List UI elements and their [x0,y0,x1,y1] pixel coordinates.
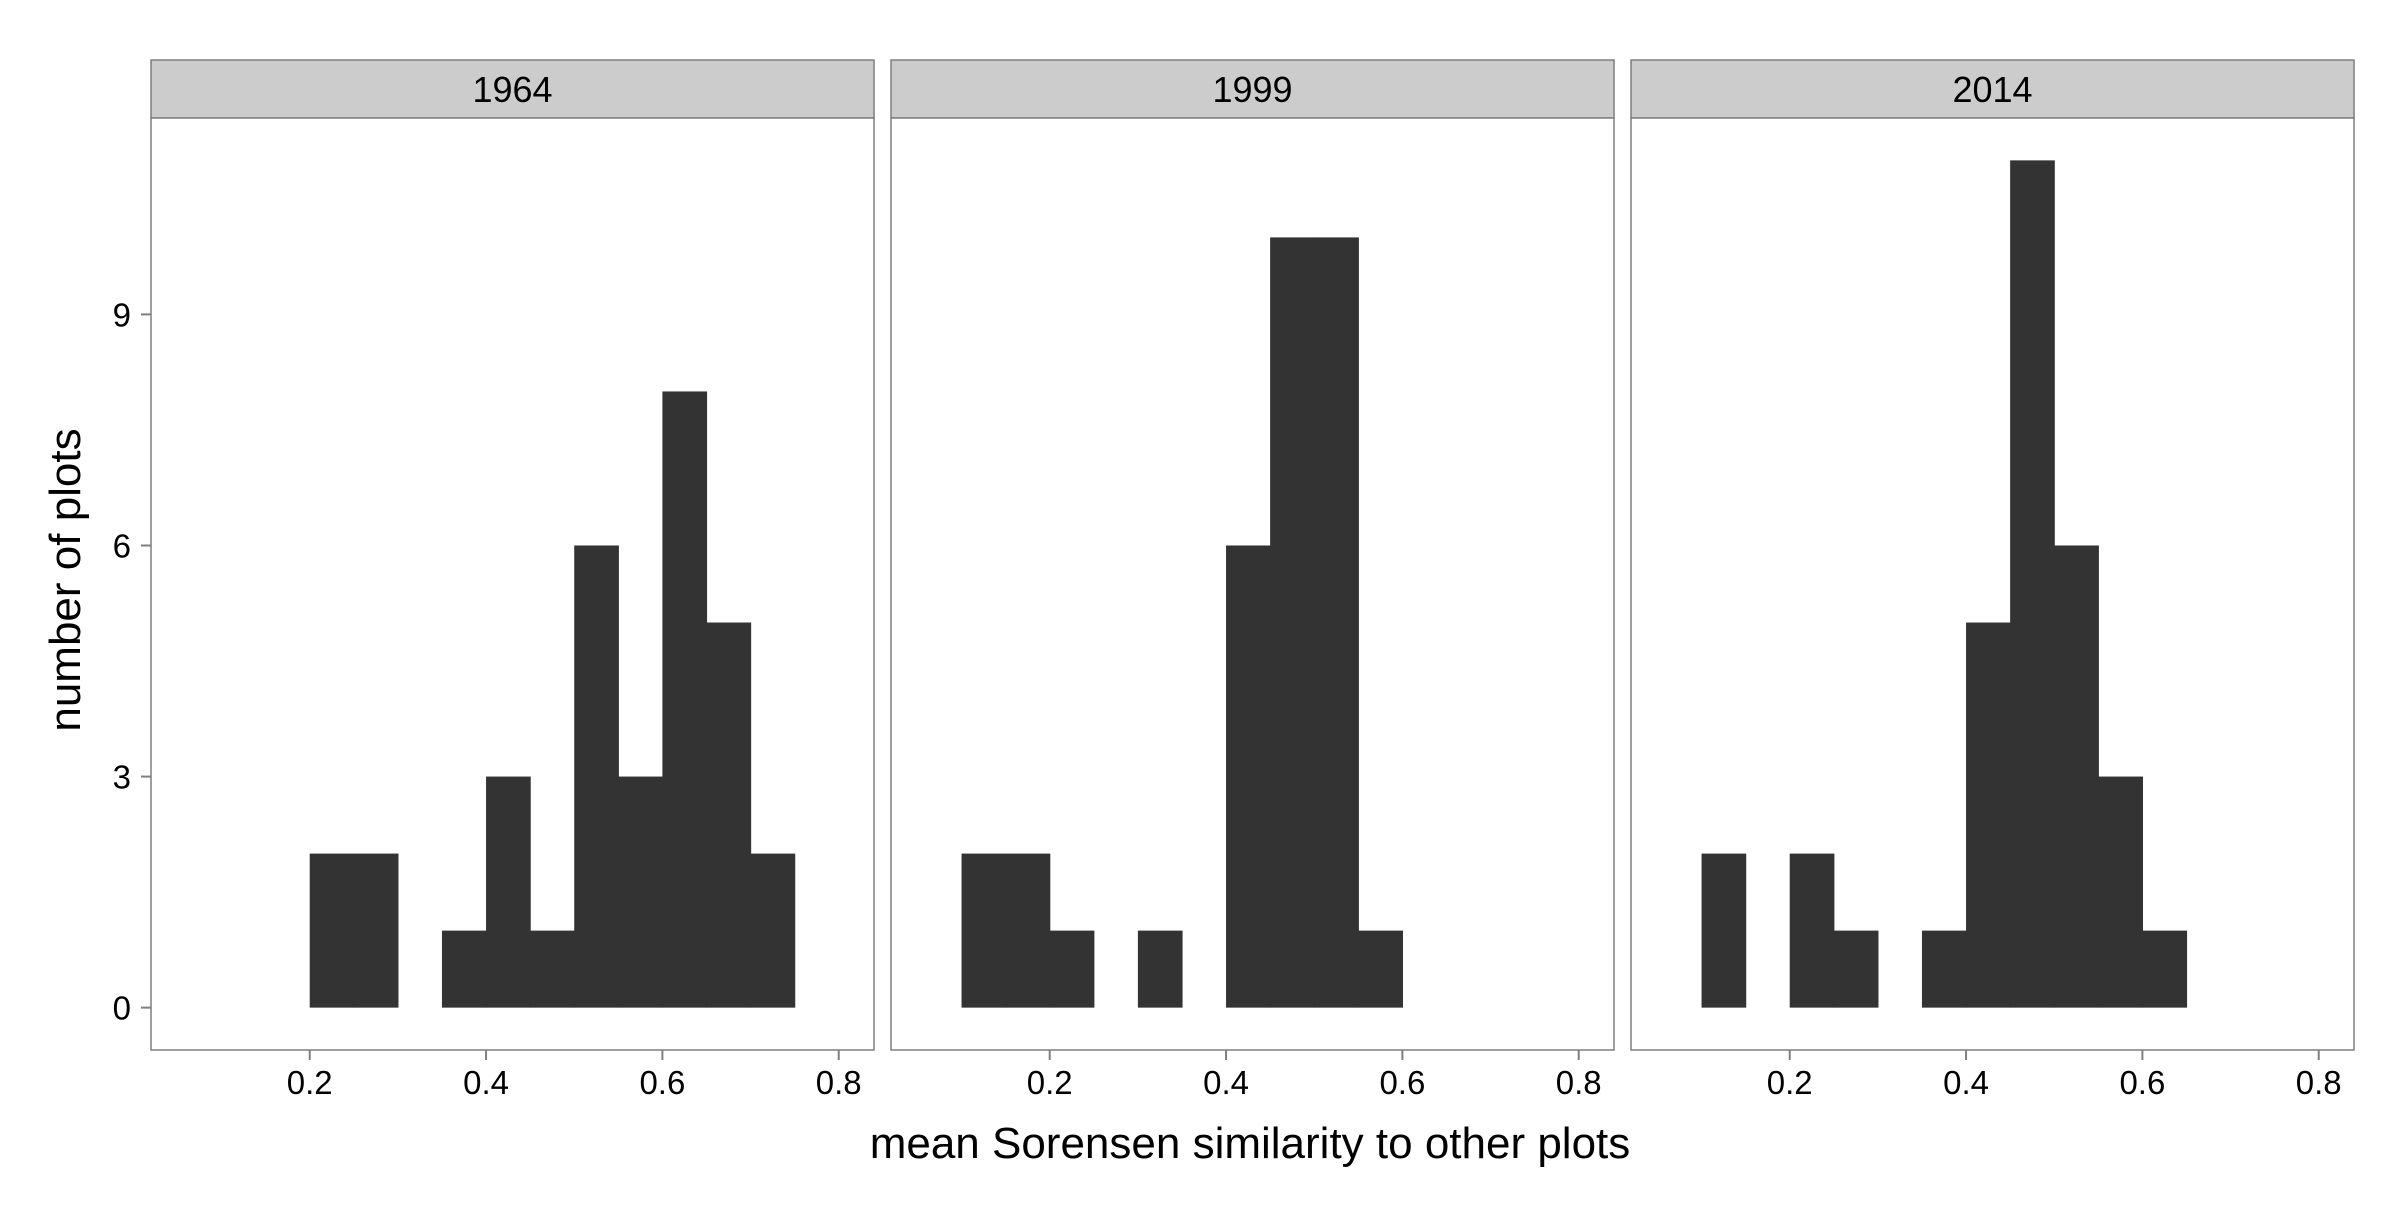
facet-strip-label: 1964 [472,69,552,110]
facet-panel-1999: 1999 0.2 0.4 0.6 0.8 [890,59,1615,1101]
panel-border [1630,117,2355,1051]
facet-panel-1964: 1964 0.2 0.4 0.6 0.8 [150,59,875,1101]
x-tick-label: 0.2 [1767,1064,1813,1101]
facet-strip [150,59,875,119]
histogram-bar [309,853,355,1008]
facet-strip-label: 2014 [1952,69,2032,110]
histogram-bar [1833,930,1879,1008]
panel-border [890,117,1615,1051]
histogram-bar [1049,930,1095,1008]
histogram-bar [1701,853,1747,1008]
x-tick-label: 0.4 [463,1064,509,1101]
histogram-bar [706,622,752,1008]
x-tick-label: 0.4 [1943,1064,1989,1101]
x-tick-label: 0.6 [2119,1064,2165,1101]
histogram-bar [1789,853,1835,1008]
histogram-bar [1137,930,1183,1008]
histogram-bar [1921,930,1967,1008]
x-tick-label: 0.8 [1556,1064,1602,1101]
panels-layer: 1964 0.2 0.4 0.6 0.8 1999 0.2 0.4 0.6 0.8 2014 0.2 0… [150,59,2355,1101]
y-tick-label: 3 [113,759,131,796]
x-tick-label: 0.6 [1379,1064,1425,1101]
histogram-bar [1226,545,1271,1008]
histogram-bar [1358,930,1403,1008]
histogram-bar [961,853,1007,1008]
histogram-bar [662,391,708,1008]
x-tick-label: 0.2 [287,1064,333,1101]
x-tick-label: 0.8 [2296,1064,2342,1101]
histogram-bar [353,853,399,1008]
histogram-bar [441,930,487,1008]
histogram-bar [2010,160,2055,1008]
histogram-bar [618,776,663,1008]
x-tick-label: 0.8 [816,1064,862,1101]
x-tick-label: 0.6 [639,1064,685,1101]
x-axis-title: mean Sorensen similarity to other plots [870,1119,1631,1168]
histogram-bar [1966,622,2011,1008]
histogram-bar [750,853,796,1008]
histogram-bar [2098,776,2143,1008]
histogram-bar [1314,237,1359,1008]
facet-strip [1630,59,2355,119]
facet-strip [890,59,1615,119]
y-tick-label: 9 [113,296,131,333]
histogram-bar [1270,237,1315,1008]
histogram-bar [2054,545,2099,1008]
histogram-bar [530,930,575,1008]
y-tick-label: 6 [113,527,131,564]
histogram-bar [1005,853,1051,1008]
y-axis-title: number of plots [41,428,90,731]
facet-strip-label: 1999 [1212,69,1292,110]
x-tick-label: 0.2 [1027,1064,1073,1101]
histogram-bar [574,545,619,1008]
x-tick-label: 0.4 [1203,1064,1249,1101]
panel-border [150,117,875,1051]
histogram-bar [486,776,531,1008]
facet-panel-2014: 2014 0.2 0.4 0.6 0.8 [1630,59,2355,1101]
histogram-bar [2142,930,2188,1008]
y-tick-label: 0 [113,990,131,1027]
y-axis: 0 3 6 9 [113,296,151,1027]
